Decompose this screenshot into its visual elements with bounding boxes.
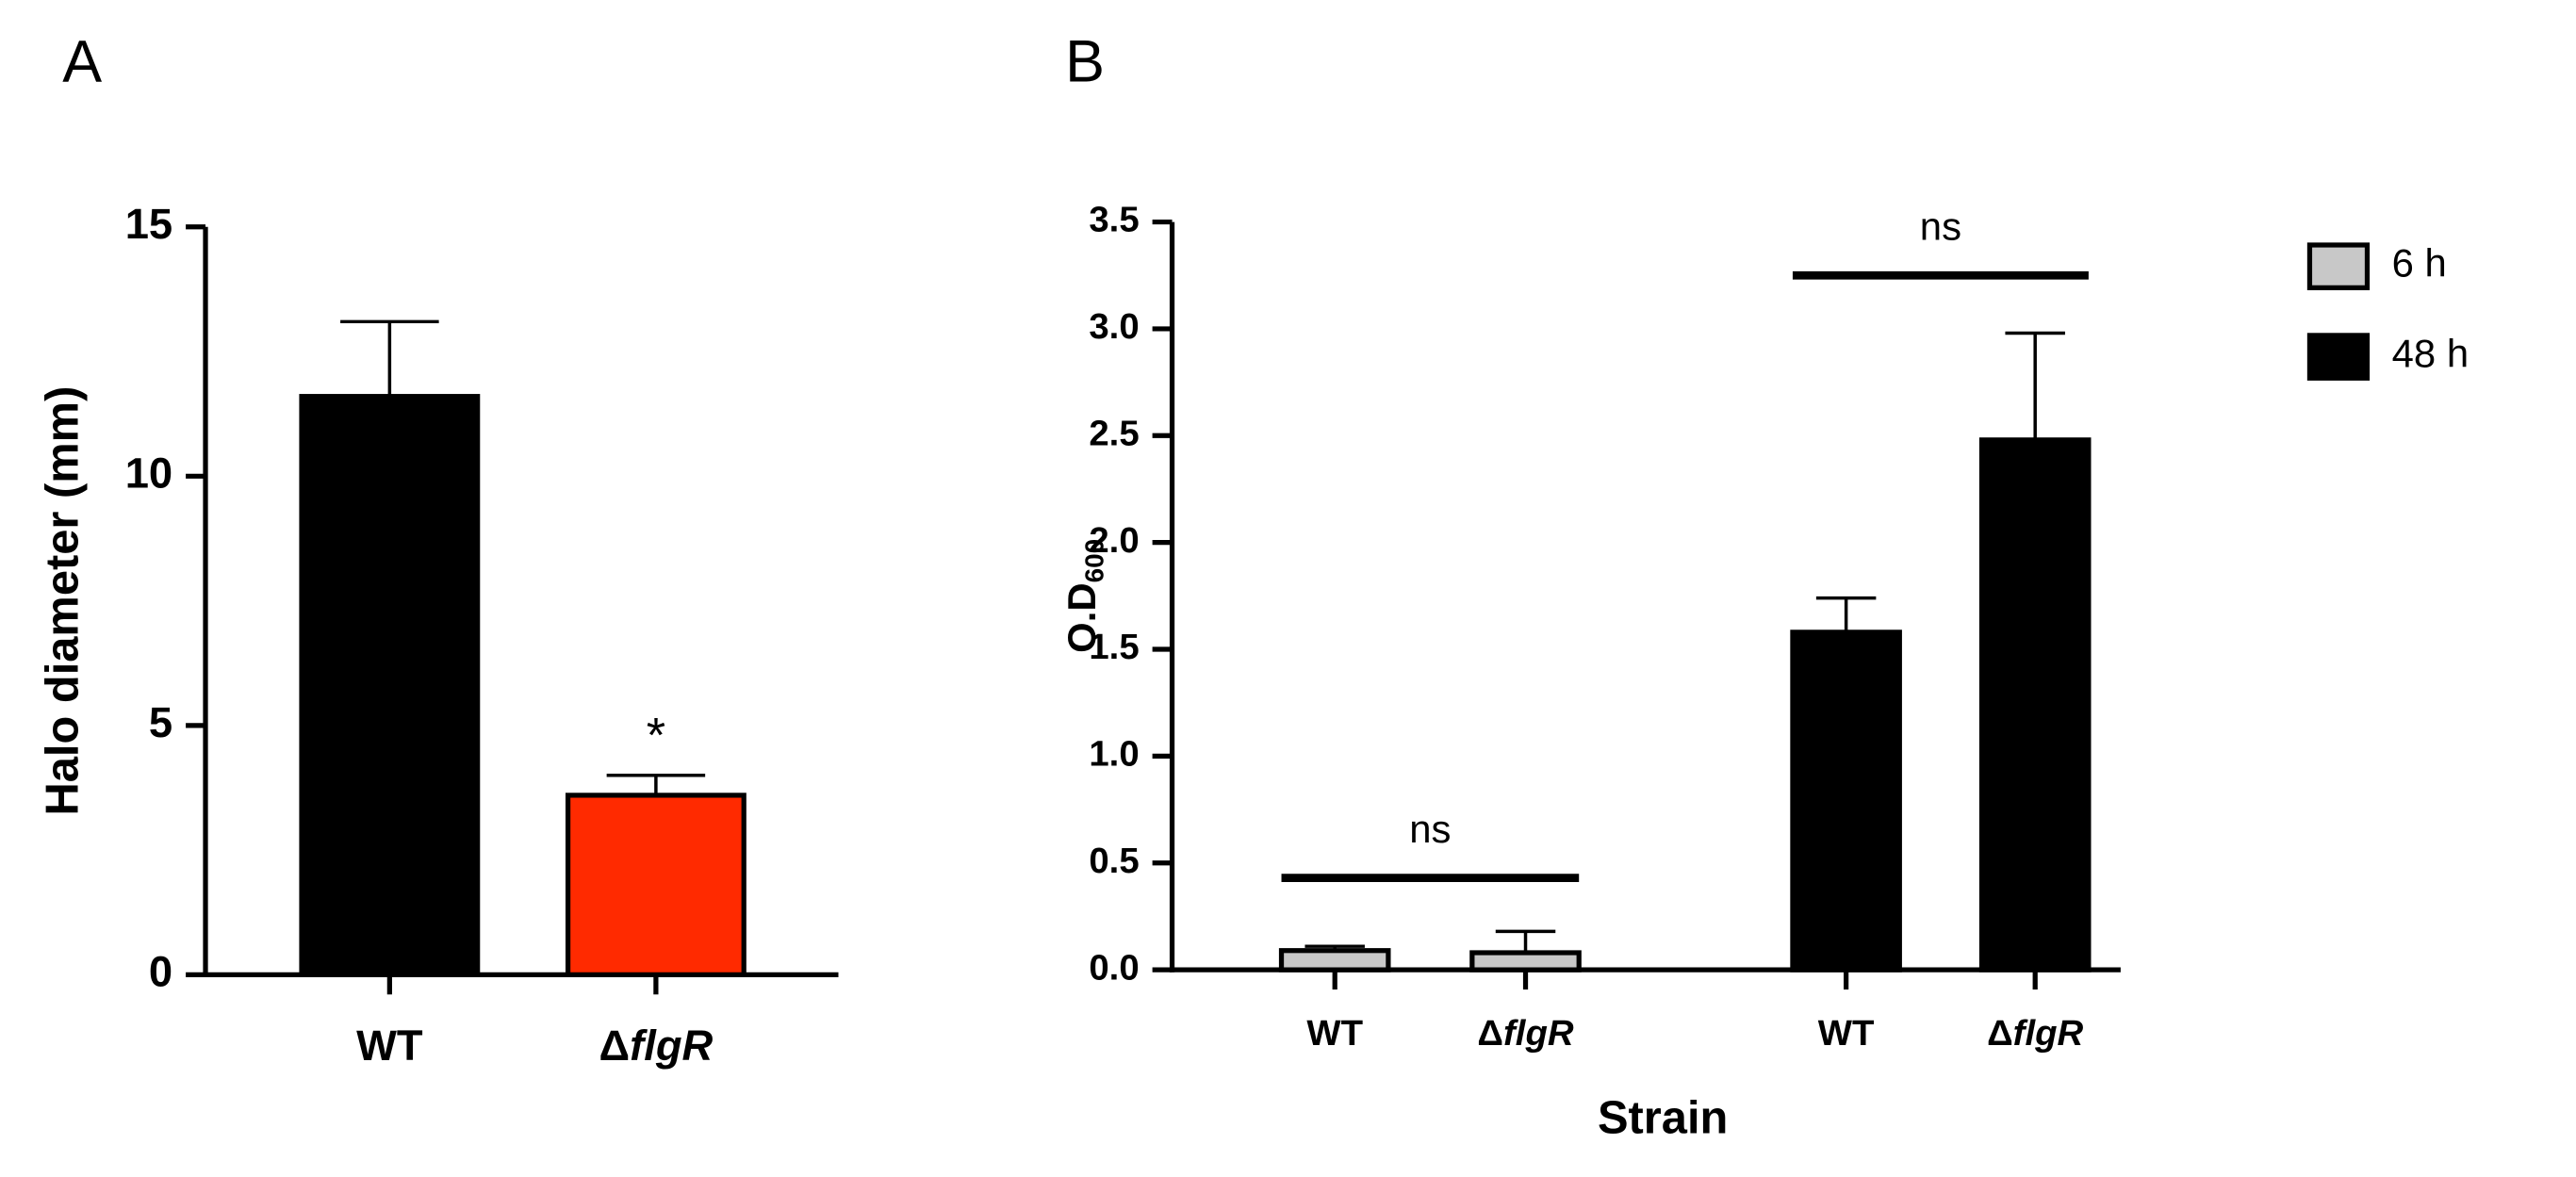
y-axis-label-subscript: 600: [1080, 539, 1109, 583]
y-tick-label: 3.0: [1089, 306, 1139, 347]
y-tick-label: 5: [149, 698, 172, 746]
y-tick-label: 0.5: [1089, 841, 1139, 881]
y-tick-label: 15: [125, 200, 172, 248]
annotation: ns: [1920, 204, 1961, 248]
x-tick-label: WT: [1306, 1013, 1363, 1054]
x-tick-label: WT: [356, 1022, 423, 1070]
y-tick-label: 0: [149, 947, 172, 995]
x-tick-label: ΔflgR: [1477, 1013, 1573, 1054]
y-axis-label: O.D600: [1059, 539, 1109, 653]
bar: [299, 394, 481, 977]
legend-label: 48 h: [2392, 332, 2469, 376]
bar: [1790, 629, 1902, 973]
y-tick-label: 1.5: [1089, 627, 1139, 667]
y-tick-label: 1.0: [1089, 734, 1139, 775]
x-axis-label: Strain: [1598, 1092, 1728, 1143]
legend-swatch: [2306, 333, 2371, 381]
legend-label: 6 h: [2392, 241, 2447, 286]
x-tick-label: WT: [1818, 1013, 1875, 1054]
y-axis-label-text: O.D: [1059, 582, 1104, 652]
bar: [1278, 948, 1391, 973]
y-tick-label: 2.0: [1089, 520, 1139, 561]
y-tick-label: 10: [125, 449, 172, 497]
bar: [1469, 950, 1582, 973]
bar: [1978, 437, 2092, 973]
y-tick-label: 2.5: [1089, 413, 1139, 453]
legend-swatch: [2306, 242, 2371, 290]
bar: [565, 793, 747, 977]
x-tick-label: ΔflgR: [599, 1022, 714, 1070]
x-tick-label: ΔflgR: [1987, 1013, 2083, 1054]
y-tick-label: 3.5: [1089, 200, 1139, 240]
annotation: ns: [1409, 807, 1451, 851]
panel-label: A: [62, 28, 102, 94]
annotation: *: [647, 709, 665, 763]
panel-label: B: [1065, 28, 1105, 94]
y-tick-label: 0.0: [1089, 947, 1139, 988]
y-axis-label: Halo diameter (mm): [38, 386, 89, 816]
